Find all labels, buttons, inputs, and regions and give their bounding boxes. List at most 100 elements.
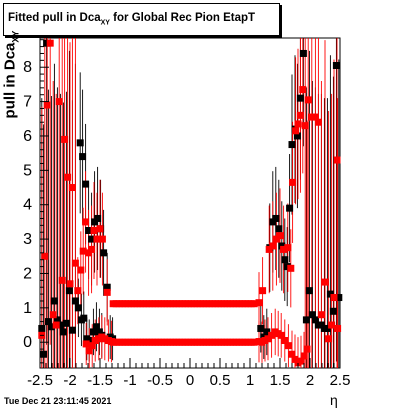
red-data-point xyxy=(292,127,300,135)
black-data-point xyxy=(80,314,88,322)
red-data-point xyxy=(308,113,316,121)
red-data-point xyxy=(55,98,63,106)
x-tick-label: -1 xyxy=(123,372,136,389)
y-tick-label: 2 xyxy=(23,265,32,282)
black-data-point xyxy=(272,214,280,222)
red-data-point xyxy=(93,235,101,243)
black-data-point xyxy=(79,153,87,161)
black-data-point xyxy=(311,316,319,324)
x-tick-label: 1 xyxy=(246,372,254,389)
red-data-point xyxy=(101,335,109,343)
black-data-point xyxy=(40,350,48,358)
red-data-point xyxy=(88,245,96,253)
black-data-point xyxy=(89,328,97,336)
black-data-point xyxy=(62,319,70,327)
black-data-point xyxy=(326,290,334,298)
red-data-point xyxy=(314,118,322,126)
red-data-point xyxy=(304,96,312,104)
red-data-point xyxy=(299,86,307,94)
red-data-point xyxy=(68,184,76,192)
red-data-point xyxy=(90,227,98,234)
red-data-point xyxy=(71,259,79,267)
red-data-point xyxy=(49,311,57,319)
chart-title: Fitted pull in DcaXY for Global Rec Pion… xyxy=(8,12,256,27)
red-data-point xyxy=(64,173,72,181)
data-markers xyxy=(38,39,343,367)
black-data-point xyxy=(100,249,108,257)
chart-title-box: Fitted pull in DcaXY for Global Rec Pion… xyxy=(3,3,280,36)
x-tick-label: 0 xyxy=(186,372,194,389)
red-data-point xyxy=(79,247,87,255)
x-tick-label: 2 xyxy=(306,372,314,389)
axes: 0 1 2 3 4 5 6 7 8 -2.5 -2 -1.5 -1 -0.5 0 0.5 1 1.5 2 2.5 xyxy=(23,39,351,389)
red-data-point xyxy=(284,342,292,350)
red-data-point xyxy=(284,244,292,252)
red-data-point xyxy=(264,335,272,343)
red-data-point xyxy=(294,120,302,128)
red-data-point xyxy=(330,294,338,302)
red-data-point xyxy=(268,331,276,339)
black-data-point xyxy=(88,235,96,243)
black-data-point xyxy=(323,324,331,332)
red-data-point xyxy=(259,287,267,295)
red-data-point xyxy=(281,337,289,344)
y-tick-label: 7 xyxy=(23,94,32,111)
y-tick-label: 5 xyxy=(23,162,32,179)
timestamp: Tue Dec 21 23:11:45 2021 xyxy=(4,396,112,406)
red-data-point xyxy=(77,266,85,274)
red-data-point xyxy=(325,335,333,343)
red-data-point xyxy=(61,135,69,143)
red-data-point xyxy=(303,345,311,353)
red-data-point xyxy=(82,218,90,226)
x-tick-label: 2.5 xyxy=(330,372,351,389)
red-data-point xyxy=(280,245,288,253)
red-data-point xyxy=(272,235,280,243)
y-tick-label: 4 xyxy=(23,197,32,214)
red-data-point xyxy=(277,331,285,339)
red-data-point xyxy=(98,235,106,243)
red-data-point xyxy=(317,311,325,319)
black-data-point xyxy=(335,294,343,302)
black-data-point xyxy=(286,204,294,212)
red-data-point xyxy=(85,347,93,355)
red-data-point xyxy=(74,287,82,295)
black-data-point xyxy=(94,214,102,222)
red-data-point xyxy=(88,342,96,350)
black-data-point xyxy=(44,318,52,326)
x-tick-label: -2.5 xyxy=(27,372,53,389)
black-data-point xyxy=(53,316,61,324)
y-tick-label: 3 xyxy=(23,231,32,248)
x-tick-label: 0.5 xyxy=(210,372,231,389)
y-tick-label: 6 xyxy=(23,128,32,145)
red-data-point xyxy=(300,352,308,360)
red-data-point xyxy=(334,324,342,332)
black-data-point xyxy=(275,225,283,233)
x-tick-label: -0.5 xyxy=(147,372,173,389)
black-data-point xyxy=(263,328,271,336)
red-data-point xyxy=(58,276,66,284)
black-data-point xyxy=(288,141,296,149)
red-data-point xyxy=(328,321,336,329)
black-data-point xyxy=(43,39,51,47)
red-data-point xyxy=(296,111,304,119)
red-data-point xyxy=(103,288,111,296)
band-data-point xyxy=(250,300,258,308)
black-data-point xyxy=(82,180,90,188)
x-tick-label: -2 xyxy=(63,372,76,389)
x-tick-label: -1.5 xyxy=(87,372,113,389)
red-data-point xyxy=(287,264,295,272)
red-data-point xyxy=(269,242,277,250)
red-data-point xyxy=(288,350,296,358)
red-data-point xyxy=(46,39,54,47)
red-data-point xyxy=(265,245,273,253)
black-data-point xyxy=(68,326,76,334)
black-data-point xyxy=(302,316,310,324)
red-data-point xyxy=(321,278,329,286)
black-data-point xyxy=(74,304,82,312)
red-data-point xyxy=(52,321,60,329)
black-data-point xyxy=(76,139,84,147)
y-tick-label: 0 xyxy=(23,334,32,351)
red-data-point xyxy=(289,178,297,186)
y-tick-label: 1 xyxy=(23,300,32,317)
